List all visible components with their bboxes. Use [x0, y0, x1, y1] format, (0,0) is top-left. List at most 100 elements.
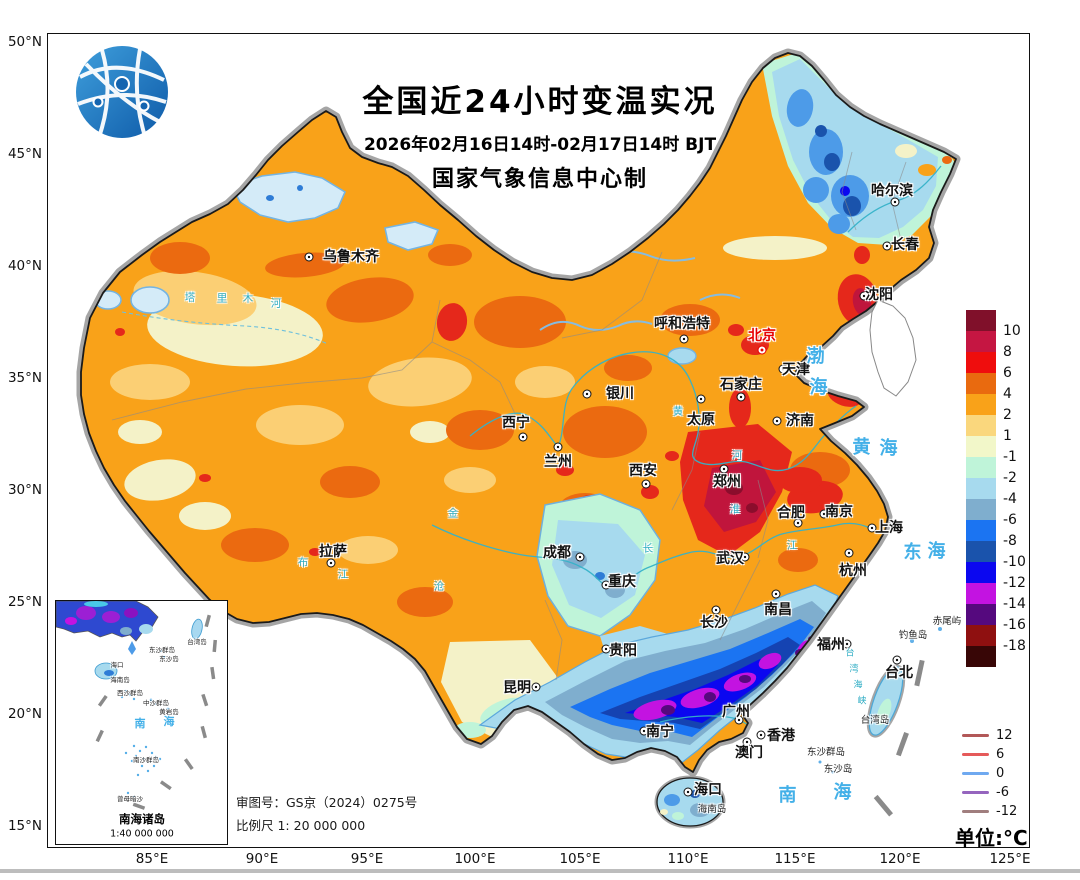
- city-label: 成都: [543, 545, 571, 561]
- x-axis-tick-label: 125°E: [989, 851, 1031, 867]
- city-marker: [890, 197, 900, 207]
- nine-dash-line-segments: [873, 659, 925, 817]
- city-label: 沈阳: [865, 287, 893, 303]
- inset-island-label: 东沙群岛: [149, 646, 175, 654]
- colorbar-cell: [966, 478, 996, 499]
- colorbar-cell: [966, 352, 996, 373]
- river-label-char: 塔: [184, 291, 196, 304]
- river-label-char: 河: [731, 449, 743, 462]
- river-label-char: 布: [297, 556, 309, 569]
- city-label: 香港: [767, 728, 795, 744]
- sea-label-char: 海: [809, 377, 829, 398]
- river-label-char: 淮: [729, 503, 741, 516]
- y-axis-tick-label: 15°N: [7, 818, 42, 834]
- strait-label-char: 海: [853, 680, 863, 691]
- river-label-char: 江: [337, 568, 349, 581]
- title-block: 全国近24小时变温实况 2026年02月16日14时-02月17日14时 BJT…: [0, 76, 1080, 193]
- isoline-sample: [962, 810, 989, 813]
- inset-map-graphic: [56, 601, 218, 810]
- island-label: 赤尾屿: [932, 616, 962, 627]
- island-label: 东沙岛: [823, 764, 853, 775]
- isoline-sample: [962, 753, 989, 756]
- x-axis-tick-label: 85°E: [135, 851, 169, 867]
- city-label: 南宁: [646, 724, 674, 740]
- city-label: 广州: [722, 704, 750, 720]
- city-label: 上海: [875, 520, 903, 536]
- nmic-globe-logo: [76, 46, 176, 138]
- city-label: 武汉: [716, 551, 744, 567]
- river-label-char: 黄: [672, 405, 684, 418]
- colorbar-tick-label: 2: [1003, 407, 1012, 423]
- colorbar-cell: [966, 499, 996, 520]
- city-marker: [582, 389, 592, 399]
- inset-nine-dash: [95, 614, 218, 810]
- sea-label-char: 东: [903, 542, 923, 563]
- city-label: 长沙: [700, 615, 728, 631]
- city-marker: [601, 644, 611, 654]
- city-marker: [553, 442, 563, 452]
- city-label: 郑州: [713, 474, 741, 490]
- colorbar-cell: [966, 625, 996, 646]
- inset-title: 南海诸岛: [119, 812, 165, 826]
- sea-label-char: 海: [927, 541, 947, 562]
- y-axis-tick-label: 20°N: [7, 706, 42, 722]
- colorbar-cell: [966, 415, 996, 436]
- inset-island-label: 中沙群岛: [143, 699, 169, 707]
- city-marker: [601, 580, 611, 590]
- colorbar-cell: [966, 583, 996, 604]
- inset-island-label: 曾母暗沙: [117, 795, 143, 803]
- sea-label-char: 渤: [806, 346, 826, 367]
- colorbar-tick-label: -2: [1003, 470, 1017, 486]
- isoline-legend-row: -6: [962, 783, 1017, 802]
- colorbar-cell: [966, 310, 996, 331]
- city-label: 拉萨: [319, 544, 347, 560]
- river-label-char: 金: [447, 507, 459, 520]
- city-marker: [683, 787, 693, 797]
- isoline-sample: [962, 734, 989, 737]
- city-label: 海口: [694, 782, 722, 798]
- strait-label-char: 台: [845, 648, 855, 659]
- colorbar-cell: [966, 331, 996, 352]
- isoline-value-label: 6: [996, 747, 1005, 762]
- hainan-island: [654, 775, 726, 829]
- inset-sea-label-char: 南: [134, 717, 146, 730]
- city-marker: [641, 479, 651, 489]
- city-label: 石家庄: [720, 377, 762, 393]
- isoline-legend-row: 0: [962, 764, 1017, 783]
- city-marker: [696, 394, 706, 404]
- city-marker: [736, 392, 746, 402]
- river-label-char: 江: [786, 539, 798, 552]
- city-marker: [842, 639, 852, 649]
- colorbar-tick-label: -14: [1003, 596, 1026, 612]
- inset-island-label: 海南岛: [110, 676, 130, 684]
- colorbar-cell: [966, 436, 996, 457]
- isoline-sample: [962, 791, 989, 794]
- city-marker: [859, 291, 869, 301]
- x-axis-tick-label: 110°E: [667, 851, 709, 867]
- x-axis-tick-label: 100°E: [454, 851, 496, 867]
- city-marker: [575, 552, 585, 562]
- river-label-char: 长: [642, 542, 654, 555]
- x-axis-tick-label: 95°E: [350, 851, 384, 867]
- isoline-value-label: 12: [996, 728, 1013, 743]
- city-label: 杭州: [839, 563, 867, 579]
- map-title: 全国近24小时变温实况: [362, 84, 718, 120]
- isoline-legend-row: 6: [962, 745, 1017, 764]
- x-axis-tick-label: 105°E: [559, 851, 601, 867]
- inset-sea-label-char: 海: [163, 715, 175, 728]
- city-label: 西宁: [502, 415, 530, 431]
- city-label: 太原: [687, 412, 715, 428]
- city-marker: [719, 464, 729, 474]
- colorbar-tick-label: 8: [1003, 344, 1012, 360]
- inset-island-label: 南沙群岛: [133, 756, 159, 764]
- taiwan-island: [866, 664, 906, 738]
- korea-outline: [869, 299, 917, 397]
- river-label-char: 木: [242, 292, 254, 305]
- offshore-islets: [818, 627, 942, 774]
- island-label: 东沙群岛: [806, 747, 846, 758]
- south-china-sea-inset: 南 海 台湾岛 东沙群岛 东沙岛 海口 海南岛 西沙群岛 中沙群岛 黄岩岛 南沙群岛 曾母暗沙 南海诸…: [55, 600, 228, 845]
- temperature-colorbar: 10 8 6 4 2 1 -1 -2 -4 -6 -8 -10 -12 -14 -16 -18: [966, 310, 1026, 667]
- city-marker: [778, 364, 788, 374]
- city-label: 北京: [748, 328, 776, 344]
